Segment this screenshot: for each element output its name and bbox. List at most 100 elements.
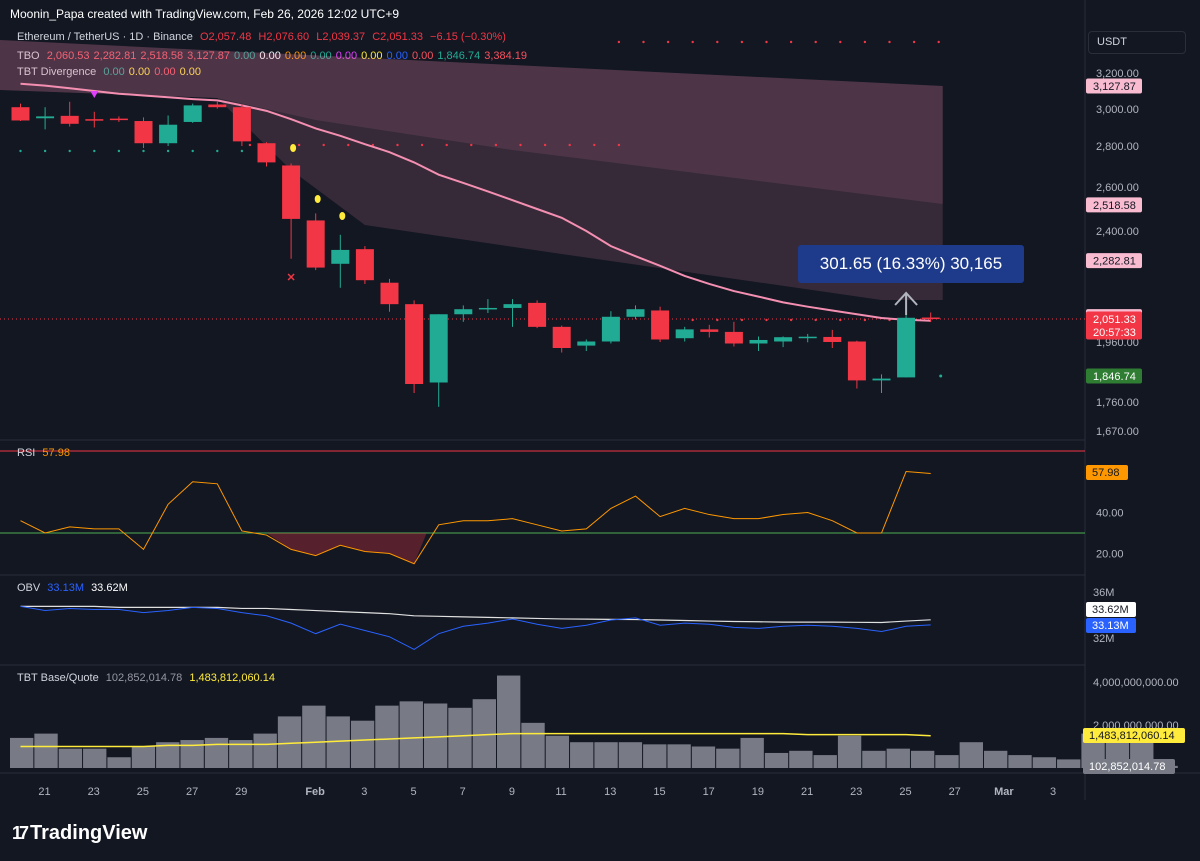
volume-bar — [643, 744, 667, 768]
candle-body — [183, 105, 202, 122]
tbo-value-11: 0.00 — [411, 50, 434, 62]
candle-body — [380, 282, 399, 305]
currency-selector[interactable]: USDT — [1088, 31, 1186, 54]
volume-bar — [1032, 757, 1057, 768]
candle-body — [626, 309, 645, 317]
candle-body — [601, 316, 620, 342]
time-tick-label: Mar — [994, 786, 1014, 798]
tbo-mid-dot — [839, 318, 842, 322]
tbo-value-1: 2,282.81 — [93, 50, 137, 62]
candle-body — [208, 104, 227, 108]
ohlc-low: L2,039.37 — [316, 31, 366, 43]
tbo-resist-dot — [420, 143, 424, 147]
tbo-resist-dot — [396, 143, 399, 147]
tbt-divergence-label: TBT Divergence — [17, 66, 97, 78]
tbt-base-quote-legend[interactable]: TBT Base/Quote 102,852,014.78 1,483,812,… — [17, 672, 279, 684]
tbo-support-dot — [68, 149, 71, 153]
candle-body — [847, 341, 866, 381]
candle-body — [282, 165, 301, 219]
volume-bar — [618, 742, 643, 768]
time-tick-label: 15 — [653, 786, 665, 798]
volume-bar — [984, 750, 1008, 768]
tbo-mid-dot — [691, 318, 694, 322]
candle-body — [700, 329, 719, 332]
tbo-label: TBO — [17, 50, 40, 62]
tbo-value-5: 0.00 — [259, 50, 281, 62]
volume-bar — [423, 703, 448, 768]
volume-bar — [497, 675, 521, 768]
volume-bar — [935, 755, 959, 768]
volume-bar — [34, 733, 58, 768]
tbo-value-9: 0.00 — [361, 50, 383, 62]
rsi-badge — [1086, 465, 1128, 480]
candle-body — [11, 107, 30, 121]
tbo-top-dot — [888, 40, 891, 44]
tbo-value-2: 2,518.58 — [140, 50, 184, 62]
rsi-legend[interactable]: RSI 57.98 — [17, 447, 74, 459]
tbo-resist-dot — [617, 143, 621, 147]
candle-body — [872, 378, 891, 381]
tbo-resist-dot — [248, 143, 252, 147]
volume-bar — [472, 699, 496, 768]
price-tick-label: 1,760.00 — [1096, 397, 1139, 409]
candle-body — [798, 336, 817, 339]
tbo-mid-dot — [716, 318, 719, 322]
price-badge-label: 1,846.74 — [1093, 371, 1136, 383]
time-tick-label: 23 — [850, 786, 862, 798]
volume-bar — [740, 737, 764, 768]
tbo-cloud-upper — [0, 40, 943, 204]
time-tick-label: 9 — [509, 786, 515, 798]
tbo-support-dot — [939, 374, 943, 378]
rsi-label: RSI — [17, 447, 36, 459]
tbo-top-dot — [740, 40, 744, 44]
candle-body — [257, 143, 276, 163]
tbo-top-dot — [642, 40, 645, 44]
price-tick-label: 2,800.00 — [1096, 141, 1139, 153]
tbo-legend[interactable]: TBO 2,060.53 2,282.81 2,518.58 3,127.87 0.00… — [17, 50, 531, 62]
volume-bar — [326, 716, 350, 768]
tbo-value-7: 0.00 — [310, 50, 332, 62]
tbo-top-dot — [666, 40, 670, 44]
obv-ma-badge-label: 33.62M — [1092, 604, 1129, 616]
volume-bar — [302, 705, 326, 768]
volume-bar — [594, 742, 618, 768]
tbt-divergence-legend[interactable]: TBT Divergence 0.00 0.00 0.00 0.00 — [17, 66, 205, 78]
symbol-legend[interactable]: Ethereum / TetherUS · 1D · Binance O2,05… — [17, 31, 510, 43]
volume-bar — [691, 746, 716, 768]
volume-bar — [667, 744, 691, 768]
volume-bar — [1057, 759, 1081, 768]
ohlc-change: −6.15 (−0.30%) — [430, 31, 506, 43]
volume-bar — [58, 748, 83, 768]
tbt_div-value-1: 0.00 — [128, 66, 151, 78]
tbt_div-value-2: 0.00 — [154, 66, 176, 78]
volume-bar — [350, 720, 375, 768]
price-badge — [1086, 368, 1142, 384]
time-tick-label: 19 — [752, 786, 764, 798]
tbo-support-dot — [240, 149, 244, 153]
time-tick-label: Feb — [305, 786, 325, 798]
time-tick-label: 29 — [235, 786, 247, 798]
tbo-resist-dot — [593, 143, 596, 147]
candle-body — [478, 307, 497, 310]
tbo-top-dot — [716, 40, 719, 44]
obv-label: OBV — [17, 582, 41, 594]
candle-body — [454, 309, 473, 315]
ohlc-high: H2,076.60 — [258, 31, 310, 43]
volume-bar — [959, 742, 983, 768]
volume-bar — [910, 750, 935, 768]
obv-tick-label: 32M — [1093, 633, 1114, 645]
tbo-mid-dot — [740, 318, 744, 322]
volume-bar — [277, 716, 302, 768]
price-tick-label: 3,200.00 — [1096, 68, 1139, 80]
tbo-support-dot — [216, 149, 219, 153]
price-badge-label: 3,127.87 — [1093, 81, 1136, 93]
volume-bar — [399, 701, 423, 768]
volume-bar — [180, 740, 204, 768]
tbo-top-dot — [839, 40, 842, 44]
obv-legend[interactable]: OBV 33.13M 33.62M — [17, 582, 132, 594]
volume-bar — [375, 705, 399, 768]
candle-body — [921, 317, 940, 320]
volume-bar — [204, 737, 229, 768]
volume-badge — [1083, 759, 1175, 774]
